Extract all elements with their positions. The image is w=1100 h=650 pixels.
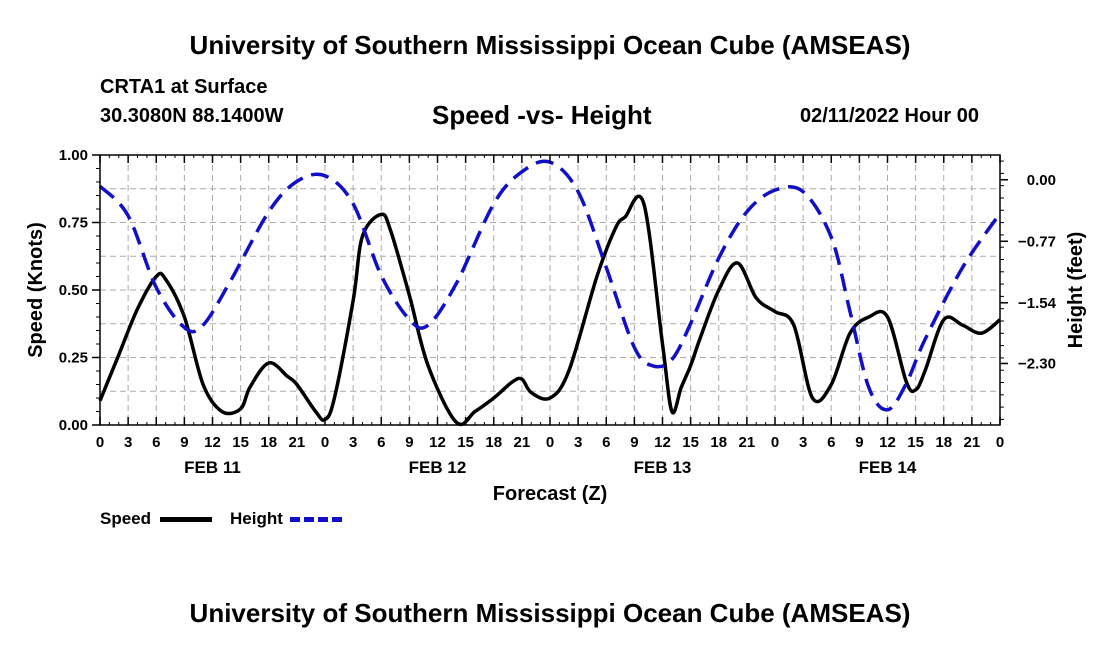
y-tick-label: 0.50 (59, 282, 88, 299)
x-tick-label: 0 (771, 434, 779, 451)
x-tick-label: 0 (996, 434, 1004, 451)
x-tick-label: 21 (739, 434, 756, 451)
x-tick-label: 3 (574, 434, 582, 451)
y-tick-label: 0.75 (59, 215, 88, 232)
y2-tick-label: 0.00 (1027, 172, 1056, 189)
x-tick-label: 9 (630, 434, 638, 451)
x-axis-title: Forecast (Z) (493, 483, 607, 505)
x-tick-label: 3 (799, 434, 807, 451)
y-tick-label: 1.00 (59, 147, 88, 164)
station-label: CRTA1 at Surface (100, 76, 268, 98)
day-label: FEB 12 (409, 458, 467, 477)
x-tick-label: 21 (964, 434, 981, 451)
axis-ticks (92, 154, 1008, 426)
x-tick-label: 15 (907, 434, 924, 451)
y-axis-title-left: Speed (Knots) (25, 222, 47, 358)
x-tick-label: 0 (546, 434, 554, 451)
x-tick-label: 18 (260, 434, 277, 451)
y2-tick-label: −0.77 (1018, 233, 1056, 250)
day-label: FEB 14 (859, 458, 917, 477)
grid (100, 155, 1000, 425)
x-tick-label: 18 (710, 434, 727, 451)
x-tick-label: 3 (349, 434, 357, 451)
y-tick-label: 0.25 (59, 350, 88, 367)
x-tick-label: 18 (935, 434, 952, 451)
x-tick-label: 15 (457, 434, 474, 451)
forecast-datetime: 02/11/2022 Hour 00 (800, 105, 980, 127)
y2-tick-label: −2.30 (1018, 355, 1056, 372)
series-line-height (98, 159, 1002, 412)
axis-labels: 0 3 6 9 12 15 18 21 0 3 6 9 12 15 18 21 0 3 6 9 12 15 18 21 0 3 6 9… (59, 147, 1057, 477)
x-tick-label: 0 (321, 434, 329, 451)
day-label: FEB 11 (184, 458, 241, 477)
legend-speed-label: Speed (100, 509, 152, 528)
y-tick-label: 0.00 (59, 417, 88, 434)
x-tick-label: 12 (204, 434, 221, 451)
x-tick-label: 12 (879, 434, 896, 451)
y2-tick-label: −1.54 (1018, 295, 1057, 312)
legend-height-label: Height (230, 509, 283, 528)
page-title: University of Southern Mississippi Ocean… (189, 30, 911, 60)
x-tick-label: 6 (827, 434, 835, 451)
x-tick-label: 15 (232, 434, 249, 451)
x-tick-label: 12 (654, 434, 671, 451)
x-tick-label: 9 (855, 434, 863, 451)
x-tick-label: 15 (682, 434, 699, 451)
legend-speed-swatch (160, 517, 212, 522)
legend-height-swatch (290, 517, 342, 522)
day-label: FEB 13 (634, 458, 692, 477)
x-tick-label: 6 (602, 434, 610, 451)
x-tick-label: 9 (180, 434, 188, 451)
series-line-speed (98, 194, 1002, 427)
station-coordinates: 30.3080N 88.1400W (100, 105, 284, 127)
x-tick-label: 0 (96, 434, 104, 451)
x-tick-label: 6 (377, 434, 385, 451)
x-tick-label: 3 (124, 434, 132, 451)
x-tick-label: 21 (514, 434, 531, 451)
chart-subtitle: Speed -vs- Height (432, 100, 652, 130)
x-tick-label: 12 (429, 434, 446, 451)
footer-title: University of Southern Mississippi Ocean… (189, 598, 911, 628)
y-axis-title-right: Height (feet) (1065, 232, 1087, 349)
x-tick-label: 9 (405, 434, 413, 451)
x-tick-label: 21 (289, 434, 306, 451)
x-tick-label: 18 (485, 434, 502, 451)
series-layer (98, 159, 1002, 427)
x-tick-label: 6 (152, 434, 160, 451)
